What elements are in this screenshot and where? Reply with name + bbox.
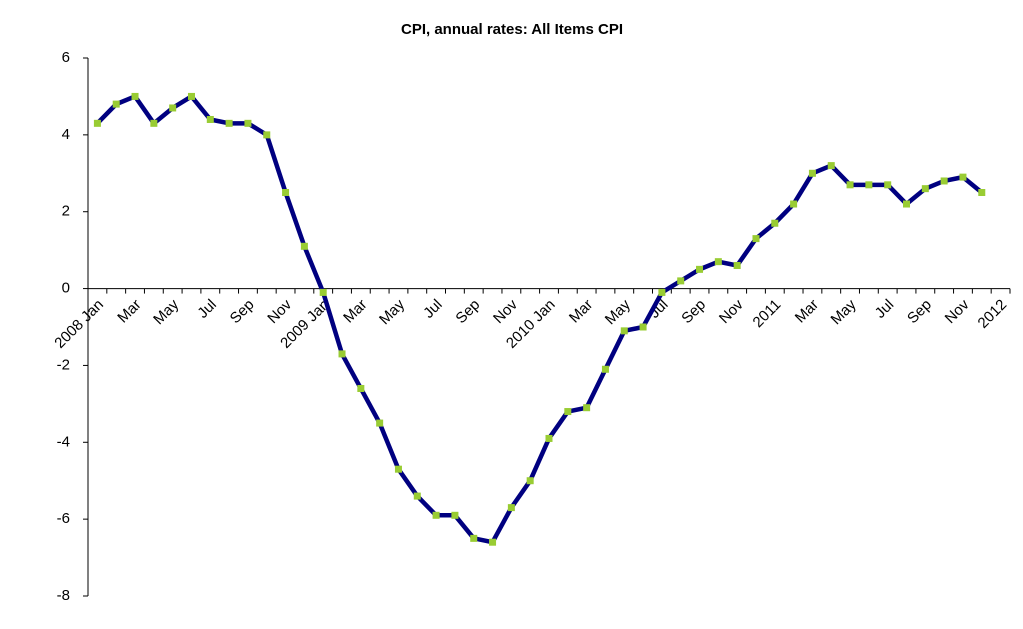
marker	[752, 235, 760, 243]
x-tick-label: Nov	[716, 296, 747, 327]
marker	[451, 511, 459, 519]
marker	[545, 434, 553, 442]
marker	[696, 265, 704, 273]
marker	[470, 534, 478, 542]
x-tick-label: May	[602, 296, 634, 328]
x-tick-label: Sep	[452, 296, 483, 327]
marker	[112, 100, 120, 108]
marker	[150, 119, 158, 127]
marker	[959, 173, 967, 181]
marker	[507, 504, 515, 512]
y-tick-label: 6	[62, 49, 70, 66]
marker	[884, 181, 892, 189]
y-tick-label: -6	[57, 510, 70, 527]
marker	[169, 104, 177, 112]
marker	[903, 200, 911, 208]
marker	[526, 477, 534, 485]
x-tick-label: Mar	[114, 296, 144, 326]
marker	[376, 419, 384, 427]
marker	[489, 538, 497, 546]
marker	[771, 219, 779, 227]
x-tick-label: May	[376, 296, 408, 328]
x-tick-label: 2008 Jan	[51, 296, 107, 352]
marker	[865, 181, 873, 189]
marker	[131, 92, 139, 100]
y-tick-label: -8	[57, 587, 70, 604]
x-tick-label: Jul	[420, 296, 446, 322]
y-tick-label: 0	[62, 280, 70, 297]
marker	[827, 162, 835, 170]
marker	[733, 262, 741, 270]
marker	[978, 189, 986, 196]
marker	[432, 511, 440, 519]
marker	[225, 119, 233, 127]
x-tick-label: May	[828, 296, 860, 328]
marker	[413, 492, 421, 500]
x-tick-label: Mar	[340, 296, 370, 326]
marker	[187, 92, 195, 100]
x-tick-label: Sep	[678, 296, 709, 327]
x-tick-label: Mar	[566, 296, 596, 326]
marker	[808, 169, 816, 177]
marker	[846, 181, 854, 189]
marker	[394, 465, 402, 473]
y-tick-label: -4	[57, 433, 70, 450]
marker	[338, 350, 346, 358]
marker	[583, 404, 591, 412]
x-tick-label: Nov	[942, 296, 973, 327]
marker	[677, 277, 685, 285]
x-tick-label: Mar	[792, 296, 822, 326]
x-tick-label: Sep	[904, 296, 935, 327]
marker	[357, 384, 365, 392]
x-tick-label: May	[150, 296, 182, 328]
marker	[244, 119, 252, 127]
x-tick-label: Jul	[872, 296, 898, 322]
chart-title: CPI, annual rates: All Items CPI	[401, 21, 623, 38]
marker	[300, 242, 308, 250]
marker	[639, 323, 647, 331]
y-tick-label: 4	[62, 126, 70, 143]
y-tick-label: -2	[57, 356, 70, 373]
marker	[319, 288, 327, 296]
marker	[658, 288, 666, 296]
x-tick-label: Sep	[227, 296, 258, 327]
marker	[263, 131, 271, 139]
x-tick-label: 2012	[975, 296, 1011, 332]
marker	[282, 189, 290, 196]
marker	[790, 200, 798, 208]
marker	[601, 365, 609, 373]
x-tick-label: Jul	[194, 296, 220, 322]
x-tick-label: 2011	[750, 296, 785, 331]
marker	[93, 119, 101, 127]
marker	[620, 327, 628, 335]
marker	[564, 408, 572, 416]
marker	[940, 177, 948, 185]
x-tick-label: Nov	[264, 296, 295, 327]
x-tick-label: Nov	[490, 296, 521, 327]
marker	[921, 185, 929, 193]
y-tick-label: 2	[62, 203, 70, 220]
marker	[714, 258, 722, 266]
marker	[206, 115, 214, 123]
